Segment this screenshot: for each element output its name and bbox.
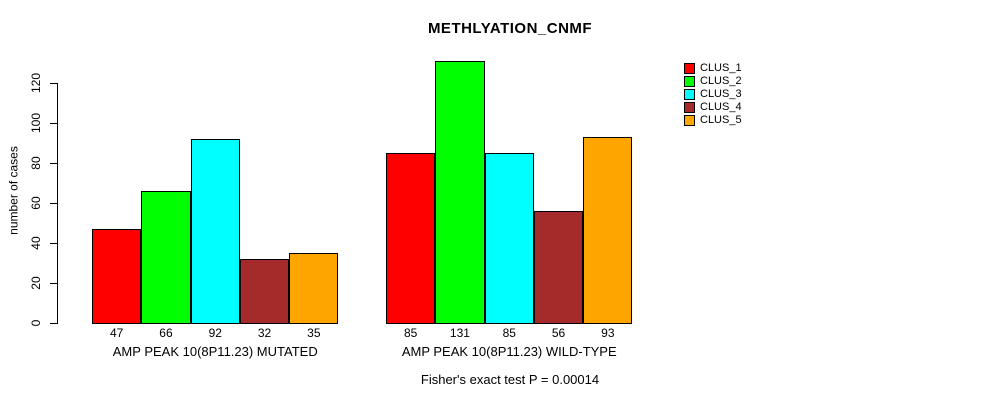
bar-value-label: 85 bbox=[403, 326, 418, 340]
bar-value-label: 66 bbox=[159, 326, 173, 340]
group-label: AMP PEAK 10(8P11.23) MUTATED bbox=[112, 344, 318, 359]
bar-value-label: 56 bbox=[551, 326, 566, 340]
bar-clus_1-group1 bbox=[92, 229, 142, 324]
legend-label: CLUS_2 bbox=[700, 75, 742, 87]
legend-label: CLUS_3 bbox=[700, 88, 742, 100]
y-tick-mark bbox=[50, 283, 57, 284]
bar-clus_3-group2 bbox=[484, 153, 534, 324]
legend-swatch-icon bbox=[684, 89, 695, 100]
y-tick-mark bbox=[50, 163, 57, 164]
y-axis-line bbox=[57, 83, 58, 324]
legend-label: CLUS_4 bbox=[700, 101, 742, 113]
legend-swatch-icon bbox=[684, 63, 695, 74]
y-tick-label: 0 bbox=[29, 319, 43, 327]
bar-value-label: 47 bbox=[109, 326, 124, 340]
legend-item-clus_4: CLUS_4 bbox=[684, 101, 742, 114]
bar-clus_1-group2 bbox=[386, 153, 436, 324]
footer-note: Fisher's exact test P = 0.00014 bbox=[420, 372, 600, 387]
legend-item-clus_2: CLUS_2 bbox=[684, 75, 742, 88]
y-tick-mark bbox=[50, 203, 57, 204]
group-label: AMP PEAK 10(8P11.23) WILD-TYPE bbox=[401, 344, 617, 359]
y-tick-mark bbox=[50, 123, 57, 124]
bar-value-label: 92 bbox=[208, 326, 222, 340]
bar-value-label: 85 bbox=[502, 326, 516, 340]
y-tick-label: 120 bbox=[29, 72, 43, 94]
y-tick-label: 40 bbox=[29, 236, 43, 250]
y-tick-mark bbox=[50, 83, 57, 84]
legend: CLUS_1 CLUS_2 CLUS_3 CLUS_4 CLUS_5 bbox=[684, 62, 742, 127]
legend-item-clus_1: CLUS_1 bbox=[684, 62, 742, 75]
bar-clus_2-group1 bbox=[141, 191, 191, 324]
legend-swatch-icon bbox=[684, 115, 695, 126]
bar-value-label: 35 bbox=[307, 326, 321, 340]
bar-value-label: 32 bbox=[257, 326, 272, 340]
y-tick-mark bbox=[50, 323, 57, 324]
legend-item-clus_3: CLUS_3 bbox=[684, 88, 742, 101]
y-tick-label: 20 bbox=[29, 276, 43, 290]
y-tick-label: 60 bbox=[29, 196, 43, 210]
bar-clus_5-group2 bbox=[583, 137, 633, 324]
legend-swatch-icon bbox=[684, 76, 695, 87]
y-axis-label: number of cases bbox=[6, 146, 21, 235]
bar-clus_2-group2 bbox=[435, 61, 485, 324]
bar-clus_4-group2 bbox=[533, 211, 584, 324]
chart-title: METHLYATION_CNMF bbox=[427, 20, 593, 37]
legend-item-clus_5: CLUS_5 bbox=[684, 114, 742, 127]
bar-value-label: 93 bbox=[601, 326, 615, 340]
legend-label: CLUS_5 bbox=[700, 114, 742, 126]
y-tick-label: 80 bbox=[29, 156, 43, 170]
legend-swatch-icon bbox=[684, 102, 695, 113]
bar-clus_3-group1 bbox=[190, 139, 240, 324]
legend-label: CLUS_1 bbox=[700, 62, 742, 74]
y-tick-mark bbox=[50, 243, 57, 244]
bar-clus_4-group1 bbox=[239, 259, 290, 324]
bar-clus_5-group1 bbox=[289, 253, 339, 324]
y-tick-label: 100 bbox=[29, 112, 43, 134]
bar-value-label: 131 bbox=[449, 326, 470, 340]
